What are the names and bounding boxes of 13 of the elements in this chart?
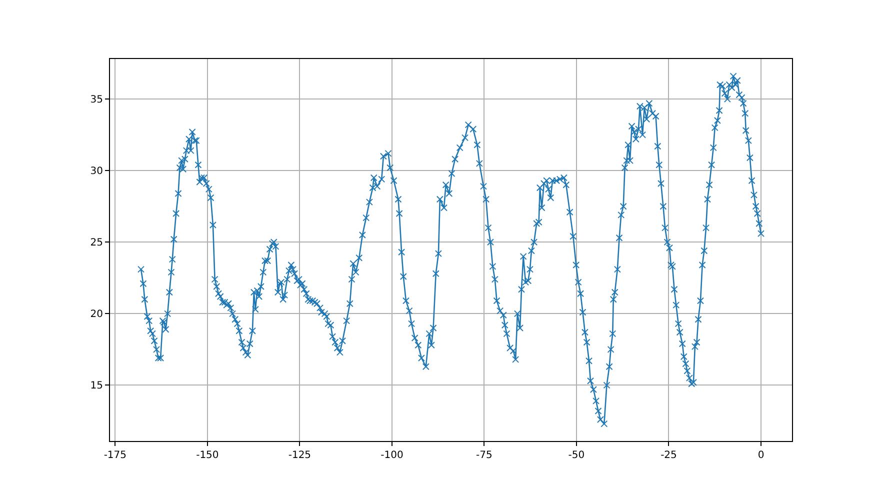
y-tick-label: 15	[90, 380, 103, 392]
x-tick-label: -150	[196, 450, 219, 461]
x-tick-label: -175	[104, 450, 127, 461]
x-tick-label: -25	[660, 450, 677, 461]
x-tick-label: 0	[758, 450, 764, 461]
y-tick-label: 25	[90, 238, 103, 249]
x-tick-label: -75	[476, 450, 492, 461]
y-tick-label: 35	[90, 94, 103, 106]
y-tick-label: 20	[90, 309, 103, 320]
x-tick-label: -100	[380, 450, 404, 461]
x-tick-label: -50	[568, 450, 585, 461]
y-tick-label: 30	[90, 166, 103, 178]
x-tick-label: -125	[288, 450, 312, 461]
